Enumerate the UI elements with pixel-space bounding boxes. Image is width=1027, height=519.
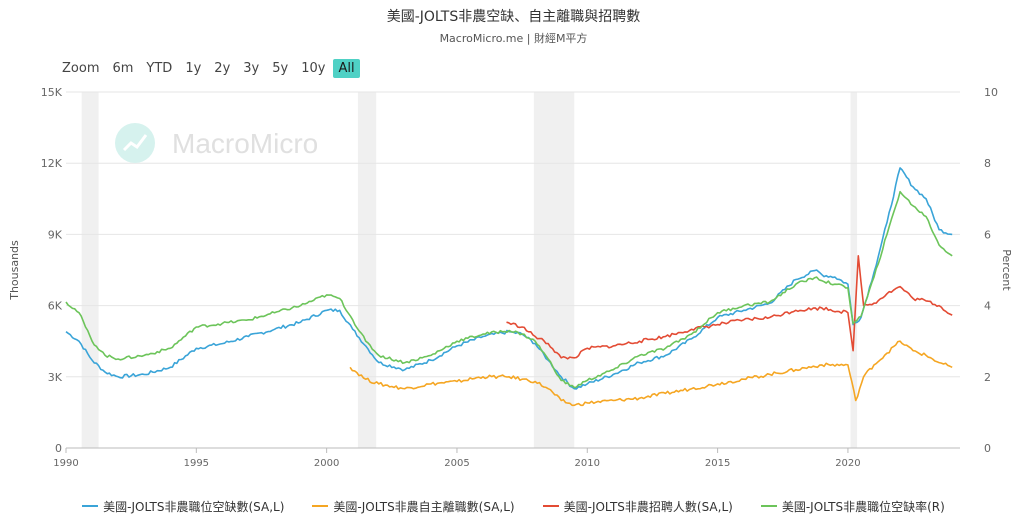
legend-item-hires[interactable]: 美國-JOLTS非農招聘人數(SA,L) <box>542 496 733 516</box>
chart-subtitle: MacroMicro.me | 財經M平方 <box>439 32 588 45</box>
y-left-tick-label: 0 <box>55 442 62 455</box>
recession-band-1 <box>357 92 377 448</box>
legend-swatch-quits <box>312 505 329 507</box>
legend-label-hires: 美國-JOLTS非農招聘人數(SA,L) <box>563 499 733 514</box>
y-left-axis-title: Thousands <box>8 240 21 301</box>
zoom-6m-button[interactable]: 6m <box>112 60 134 76</box>
x-tick-label: 2020 <box>835 458 860 469</box>
recession-band-2 <box>533 92 575 448</box>
legend-item-openings-rate[interactable]: 美國-JOLTS非農職位空缺率(R) <box>760 496 945 516</box>
x-tick-label: 2015 <box>705 458 730 469</box>
legend-swatch-openings <box>82 505 99 507</box>
legend-item-openings[interactable]: 美國-JOLTS非農職位空缺數(SA,L) <box>82 496 284 516</box>
legend-item-quits[interactable]: 美國-JOLTS非農自主離職數(SA,L) <box>312 496 515 516</box>
recession-bands <box>81 92 858 448</box>
zoom-5y-button[interactable]: 5y <box>272 60 289 76</box>
zoom-2y-button[interactable]: 2y <box>214 60 231 76</box>
y-right-tick-label: 2 <box>984 371 991 384</box>
watermark-trend-line <box>122 134 148 152</box>
y-left-tick-label: 12K <box>41 157 63 170</box>
y-left-tick-label: 9K <box>48 228 63 241</box>
y-right-axis-title: Percent <box>1000 249 1013 291</box>
grid-lines <box>66 91 960 449</box>
legend-label-openings-rate: 美國-JOLTS非農職位空缺率(R) <box>781 499 945 514</box>
series-line-quits[interactable] <box>349 340 953 407</box>
series-line-openings-rate[interactable] <box>65 190 953 389</box>
legend-swatch-hires <box>542 505 559 507</box>
x-tick-label: 2010 <box>575 458 600 469</box>
watermark: MacroMicro <box>115 123 318 163</box>
zoom-10y-button[interactable]: 10y <box>301 60 326 76</box>
zoom-3y-button[interactable]: 3y <box>243 60 260 76</box>
x-tick-label: 1990 <box>53 458 78 469</box>
recession-band-3 <box>850 92 858 448</box>
y-right-tick-label: 6 <box>984 228 991 241</box>
series-line-openings[interactable] <box>65 167 953 390</box>
y-right-tick-label: 0 <box>984 442 991 455</box>
legend-label-openings: 美國-JOLTS非農職位空缺數(SA,L) <box>103 499 285 514</box>
x-tick-label: 1995 <box>184 458 209 469</box>
y-right-tick-label: 10 <box>984 86 998 99</box>
chart-title: 美國-JOLTS非農空缺、自主離職與招聘數 <box>386 9 641 25</box>
series-line-hires[interactable] <box>506 255 953 360</box>
y-right-tick-label: 8 <box>984 157 991 170</box>
zoom-label: Zoom <box>62 60 100 76</box>
y-left-tick-label: 15K <box>41 86 63 99</box>
zoom-all-button[interactable]: All <box>333 58 360 78</box>
chart-trend-icon <box>115 123 155 163</box>
recession-band-0 <box>81 92 99 448</box>
legend-label-quits: 美國-JOLTS非農自主離職數(SA,L) <box>333 499 515 514</box>
watermark-text: MacroMicro <box>172 128 318 159</box>
y-right-tick-label: 4 <box>984 300 991 313</box>
legend-swatch-openings-rate <box>760 505 777 507</box>
zoom-1y-button[interactable]: 1y <box>185 60 202 76</box>
x-tick-label: 2000 <box>314 458 339 469</box>
y-left-tick-label: 3K <box>48 371 63 384</box>
series-lines[interactable] <box>65 167 953 407</box>
legend: 美國-JOLTS非農職位空缺數(SA,L) 美國-JOLTS非農自主離職數(SA… <box>0 496 1027 516</box>
y-left-tick-label: 6K <box>48 300 63 313</box>
zoom-bar: Zoom 6m YTD 1y 2y 3y 5y 10y All <box>62 57 363 79</box>
zoom-ytd-button[interactable]: YTD <box>146 60 173 76</box>
axes: 0 3K 6K 9K 12K 15K 0 2 4 6 8 10 1990 1995 2000 2005 2010… <box>41 86 998 469</box>
x-tick-label: 2005 <box>444 458 469 469</box>
